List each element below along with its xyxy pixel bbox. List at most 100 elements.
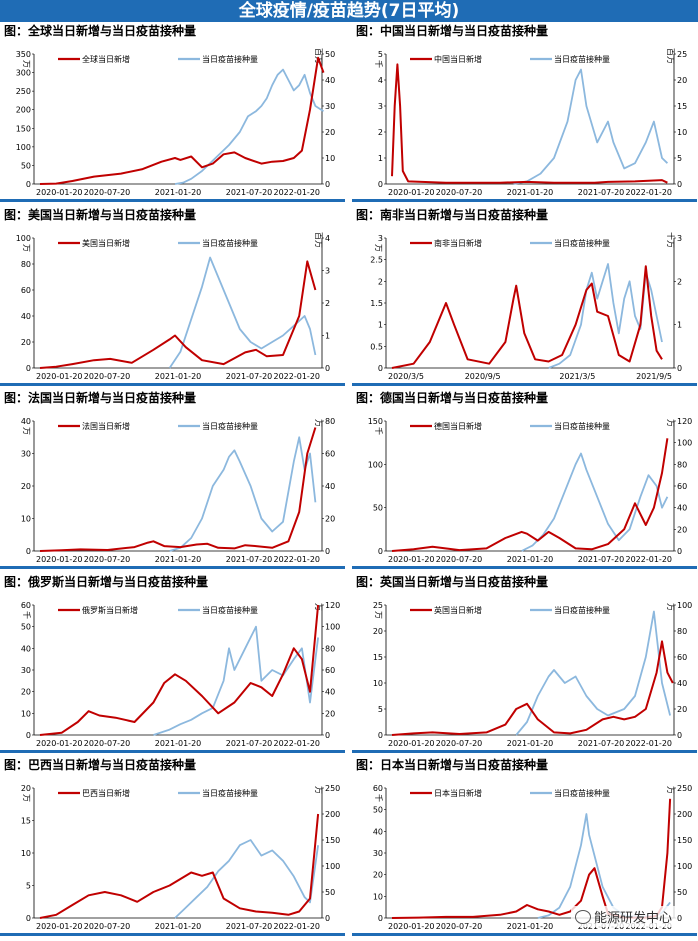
x-tick-label: 2020-01-20 [36, 372, 83, 381]
left-tick-label: 4 [378, 76, 383, 85]
left-tick-label: 200 [16, 106, 31, 115]
x-tick-label: 2021-01-20 [155, 555, 202, 564]
right-tick-label: 50 [325, 888, 335, 897]
series-line-vaccine [521, 452, 669, 552]
x-tick-label: 2020-07-20 [436, 922, 483, 931]
x-tick-label: 2020-01-20 [36, 922, 83, 931]
left-tick-label: 20 [373, 627, 383, 636]
left-tick-label: 0 [26, 914, 31, 923]
x-tick-label: 2020-07-20 [84, 555, 131, 564]
left-tick-label: 0 [378, 731, 383, 740]
x-tick-label: 2021-01-20 [155, 188, 202, 197]
left-tick-label: 300 [16, 69, 31, 78]
chart-title: 图：日本当日新增与当日疫苗接种量 [356, 758, 549, 773]
series-line-cases [391, 438, 669, 553]
left-unit-label: 千 [374, 794, 384, 802]
x-tick-label: 2022-01-20 [274, 739, 321, 748]
right-tick-label: 0 [325, 547, 330, 556]
chart-title: 图：中国当日新增与当日疫苗接种量 [356, 24, 549, 38]
x-tick-label: 2020-07-20 [84, 922, 131, 931]
chart-svg: 0 5 10 15 20 25 0 20 40 60 80 100 2020-01-20 2020-07-… [373, 601, 692, 748]
left-tick-label: 80 [21, 260, 31, 269]
right-tick-label: 40 [677, 679, 687, 688]
chart-panel-5: 图：德国当日新增与当日疫苗接种量 0 50 100 150 0 20 40 60 80 100 120… [352, 389, 697, 570]
x-tick-label: 2021-01-20 [155, 372, 202, 381]
chart-title: 图：南非当日新增与当日疫苗接种量 [356, 207, 549, 222]
x-tick-label: 2021-07-20 [226, 555, 273, 564]
x-tick-label: 2021-01-20 [155, 739, 202, 748]
left-tick-label: 60 [21, 286, 31, 295]
chart-svg: 0 20 40 60 80 100 0 1 2 3 4 2020-01-20 2020-07-20 202… [16, 232, 330, 381]
legend-label-cases: 美国当日新增 [82, 238, 130, 248]
series-line-cases [391, 799, 672, 920]
series-line-cases [39, 259, 317, 369]
right-unit-label: 百万 [314, 232, 323, 248]
left-tick-label: 20 [21, 784, 31, 793]
left-tick-label: 30 [373, 849, 383, 858]
legend-label-vaccine: 当日疫苗接种量 [554, 54, 610, 64]
left-tick-label: 2 [378, 128, 383, 137]
left-tick-label: 350 [16, 50, 31, 59]
left-tick-label: 20 [373, 871, 383, 880]
series-line-vaccine [169, 436, 317, 553]
left-tick-label: 2.5 [370, 255, 383, 264]
x-tick-label: 2021-01-20 [507, 188, 554, 197]
legend-label-vaccine: 当日疫苗接种量 [202, 788, 258, 798]
left-tick-label: 10 [21, 709, 31, 718]
left-tick-label: 150 [16, 124, 31, 133]
chart-svg: 0 50 100 150 200 250 300 350 0 10 20 30 40 50 2020-01-… [16, 48, 335, 197]
chart-title: 图：德国当日新增与当日疫苗接种量 [356, 391, 549, 406]
right-tick-label: 80 [677, 461, 687, 470]
right-tick-label: 20 [325, 709, 335, 718]
left-tick-label: 25 [373, 601, 383, 610]
left-tick-label: 3 [378, 102, 383, 111]
x-tick-label: 2022-01-20 [274, 188, 321, 197]
right-tick-label: 40 [677, 504, 687, 513]
right-tick-label: 60 [325, 450, 335, 459]
right-tick-label: 1 [677, 320, 682, 329]
chart-svg: 0 10 20 30 40 0 20 40 60 80 2020-01-20 2020-07-20 20… [21, 417, 335, 564]
right-tick-label: 200 [677, 810, 692, 819]
left-tick-label: 3 [378, 234, 383, 243]
x-tick-label: 2022-01-20 [626, 188, 673, 197]
x-tick-label: 2021-07-20 [578, 188, 625, 197]
right-unit-label: 万 [314, 419, 323, 427]
left-tick-label: 60 [21, 601, 31, 610]
right-tick-label: 20 [325, 128, 335, 137]
x-tick-label: 2020/3/5 [388, 372, 424, 381]
x-tick-label: 2021-07-20 [578, 555, 625, 564]
right-tick-label: 80 [325, 417, 335, 426]
right-tick-label: 0 [677, 180, 682, 189]
left-tick-label: 50 [373, 504, 383, 513]
legend-label-vaccine: 当日疫苗接种量 [554, 605, 610, 615]
right-tick-label: 80 [677, 627, 687, 636]
banner-title: 全球疫情/疫苗趋势(7日平均) [0, 0, 698, 22]
left-unit-label: 万 [22, 794, 31, 802]
right-tick-label: 60 [677, 482, 687, 491]
x-tick-label: 2021-01-20 [507, 739, 554, 748]
chart-title: 图：美国当日新增与当日疫苗接种量 [4, 207, 197, 222]
right-tick-label: 20 [677, 705, 687, 714]
left-tick-label: 5 [378, 50, 383, 59]
left-tick-label: 50 [21, 622, 31, 631]
chart-panel-0: 图：全球当日新增与当日疫苗接种量 0 50 100 150 200 250 300 350 0 10… [0, 22, 345, 202]
x-tick-label: 2020-07-20 [84, 739, 131, 748]
chart-title: 图：巴西当日新增与当日疫苗接种量 [4, 758, 197, 773]
right-tick-label: 50 [677, 888, 687, 897]
x-tick-label: 2021-07-20 [578, 739, 625, 748]
right-unit-label: 万 [666, 786, 675, 794]
legend-label-cases: 日本当日新增 [434, 788, 482, 798]
chart-panel-3: 图：南非当日新增与当日疫苗接种量 0 0.5 1 1.5 2 2.5 3 0 1 2 3 2020/3/… [352, 206, 697, 386]
watermark-text: 能源研发中心 [593, 911, 672, 926]
right-tick-label: 60 [325, 666, 335, 675]
right-tick-label: 100 [677, 601, 692, 610]
left-tick-label: 5 [26, 882, 31, 891]
legend-label-cases: 全球当日新增 [82, 54, 130, 64]
left-tick-label: 0 [26, 180, 31, 189]
right-tick-label: 4 [325, 234, 330, 243]
left-tick-label: 30 [21, 450, 31, 459]
right-unit-label: 百万 [666, 48, 675, 64]
right-tick-label: 0 [677, 914, 682, 923]
legend-label-cases: 南非当日新增 [434, 238, 482, 248]
